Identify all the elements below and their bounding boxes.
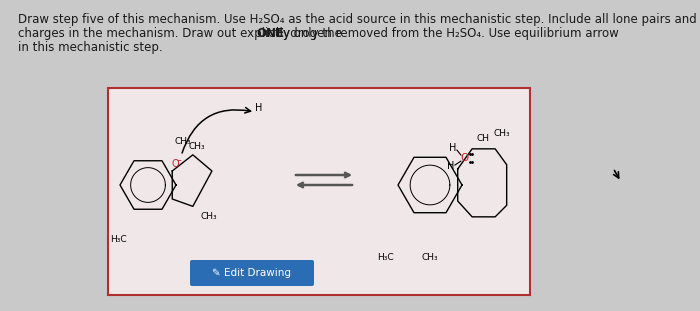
Text: in this mechanistic step.: in this mechanistic step. [18, 41, 162, 54]
Text: O: O [172, 159, 179, 169]
Text: charges in the mechanism. Draw out explictly only the: charges in the mechanism. Draw out expli… [18, 27, 346, 40]
Text: ONE: ONE [257, 27, 285, 40]
Text: CH₃: CH₃ [174, 137, 191, 146]
Bar [108, 88, 530, 295]
Text: CH₃: CH₃ [494, 129, 510, 138]
Text: CH₃: CH₃ [421, 253, 438, 262]
FancyBboxPatch shape [190, 260, 314, 286]
Text: ✎ Edit Drawing: ✎ Edit Drawing [213, 268, 291, 278]
Text: CH₃: CH₃ [201, 212, 218, 221]
Text: –: – [177, 155, 181, 165]
Text: Draw step five of this mechanism. Use H₂SO₄ as the acid source in this mechanist: Draw step five of this mechanism. Use H₂… [18, 13, 700, 26]
Text: H: H [449, 143, 456, 153]
Text: hydrogen removed from the H₂SO₄. Use equilibrium arrow: hydrogen removed from the H₂SO₄. Use equ… [272, 27, 618, 40]
Text: H₃C: H₃C [110, 235, 126, 244]
Text: H: H [256, 103, 262, 113]
Text: O: O [461, 153, 469, 163]
Text: H: H [447, 161, 454, 171]
Text: H₃C: H₃C [377, 253, 393, 262]
Text: CH: CH [477, 134, 489, 143]
Text: CH₃: CH₃ [188, 142, 205, 151]
